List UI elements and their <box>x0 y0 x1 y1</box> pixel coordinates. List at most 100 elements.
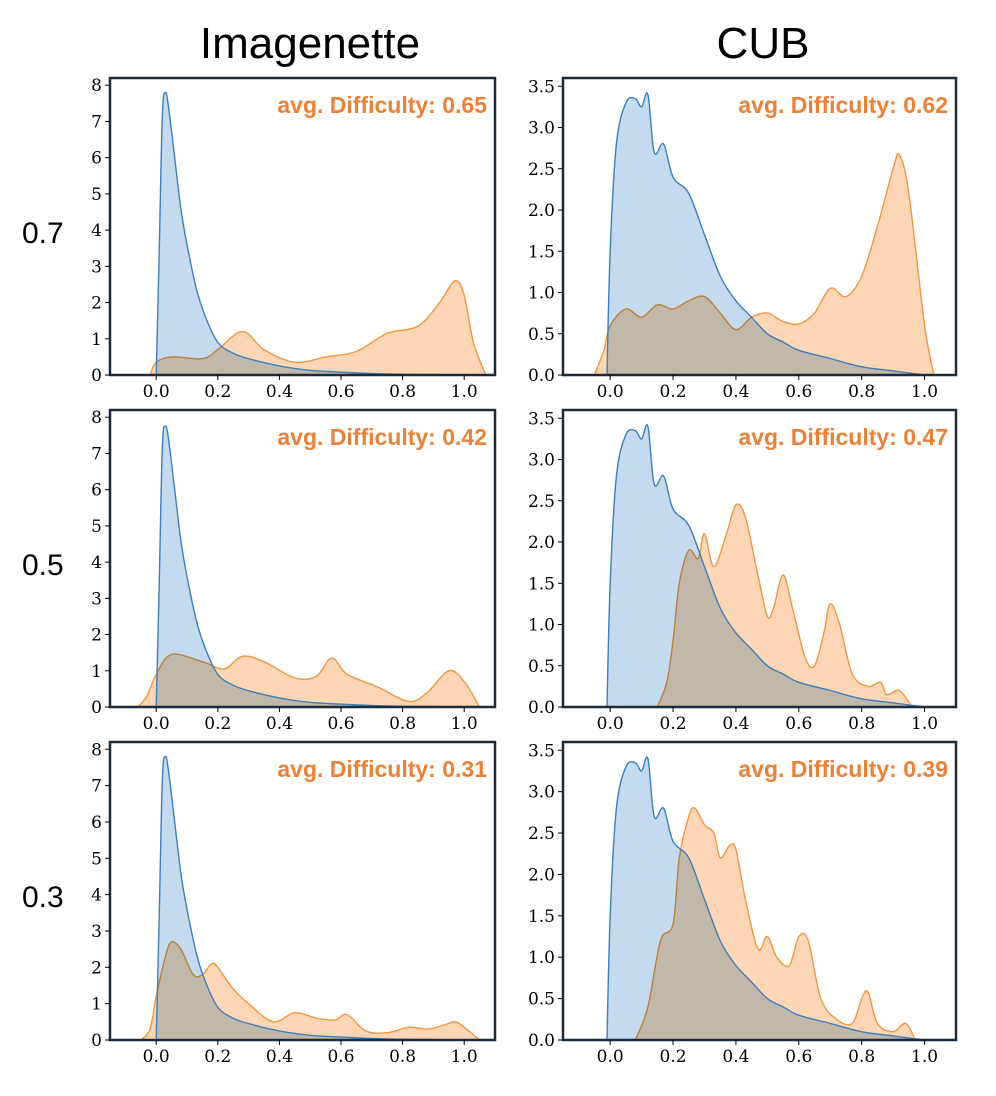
panel-imagenette-0.7: 0 1 2 3 4 5 6 7 8 0.0 0.2 0.4 0.6 0.8 1.0 avg. Difficul… <box>91 76 497 402</box>
y-tick-label: 2 <box>91 958 102 978</box>
x-tick-label: 0.6 <box>785 714 812 734</box>
x-tick-label: 0.2 <box>660 1047 687 1067</box>
panels-group: 0 1 2 3 4 5 6 7 8 0.0 0.2 0.4 0.6 0.8 1.0 avg. Difficul… <box>91 76 958 1067</box>
y-tick-label: 2.5 <box>528 160 555 180</box>
x-tick-label: 0.0 <box>597 1047 624 1067</box>
y-tick-label: 3 <box>91 922 102 942</box>
avg-difficulty-label: avg. Difficulty: 0.42 <box>277 424 487 450</box>
blue-density-area <box>607 756 925 1040</box>
y-tick-label: 1.0 <box>528 616 555 636</box>
y-tick-label: 3 <box>91 257 102 277</box>
avg-difficulty-label: avg. Difficulty: 0.65 <box>277 92 487 118</box>
x-tick-label: 1.0 <box>911 1047 938 1067</box>
col-title-cub: CUB <box>717 19 810 68</box>
plot-area <box>606 756 925 1040</box>
x-tick-label: 0.8 <box>848 714 875 734</box>
avg-difficulty-label: avg. Difficulty: 0.47 <box>738 424 948 450</box>
y-tick-label: 6 <box>91 149 102 169</box>
plot-frame <box>561 76 958 377</box>
x-tick-label: 0.4 <box>266 382 293 402</box>
x-tick-label: 0.0 <box>597 382 624 402</box>
plot-frame <box>108 76 497 377</box>
plot-frame <box>561 740 958 1042</box>
y-tick-label: 2 <box>91 626 102 646</box>
x-tick-label: 0.2 <box>660 714 687 734</box>
y-tick-label: 5 <box>91 185 102 205</box>
x-tick-label: 0.6 <box>785 382 812 402</box>
x-tick-label: 1.0 <box>451 714 478 734</box>
y-tick-label: 2.5 <box>528 824 555 844</box>
y-tick-label: 0 <box>91 1031 102 1051</box>
plot-frame <box>108 408 497 709</box>
avg-difficulty-label: avg. Difficulty: 0.31 <box>277 756 487 782</box>
y-tick-label: 1 <box>91 995 102 1015</box>
y-tick-label: 6 <box>91 481 102 501</box>
y-tick-label: 0.5 <box>528 990 555 1010</box>
x-tick-label: 0.0 <box>143 1047 170 1067</box>
panel-imagenette-0.3: 0 1 2 3 4 5 6 7 8 0.0 0.2 0.4 0.6 0.8 1.0 avg. Difficul… <box>91 740 497 1067</box>
avg-difficulty-label: avg. Difficulty: 0.62 <box>738 92 948 118</box>
row-label-2: 0.3 <box>22 881 64 914</box>
y-tick-label: 2.0 <box>528 533 555 553</box>
y-tick-label: 5 <box>91 849 102 869</box>
y-tick-label: 1.5 <box>528 242 555 262</box>
x-tick-label: 0.2 <box>204 1047 231 1067</box>
y-tick-label: 1.5 <box>528 574 555 594</box>
y-tick-label: 2 <box>91 294 102 314</box>
x-tick-label: 0.8 <box>389 714 416 734</box>
y-tick-label: 0 <box>91 698 102 718</box>
y-tick-label: 4 <box>91 553 102 573</box>
y-tick-label: 2.0 <box>528 201 555 221</box>
blue-density-line <box>155 91 465 375</box>
avg-difficulty-label: avg. Difficulty: 0.39 <box>738 756 948 782</box>
plot-frame <box>561 408 958 709</box>
x-tick-label: 0.8 <box>389 1047 416 1067</box>
x-tick-label: 0.4 <box>722 714 749 734</box>
blue-density-area <box>607 424 925 707</box>
plot-area <box>140 755 481 1040</box>
y-tick-label: 3 <box>91 589 102 609</box>
x-tick-label: 0.2 <box>204 382 231 402</box>
x-tick-label: 0.0 <box>143 714 170 734</box>
x-tick-label: 1.0 <box>451 1047 478 1067</box>
blue-density-line <box>155 755 465 1040</box>
x-tick-label: 0.0 <box>143 382 170 402</box>
blue-density-area <box>607 92 925 375</box>
y-tick-label: 1.5 <box>528 907 555 927</box>
y-tick-label: 8 <box>91 740 102 760</box>
y-tick-label: 0.0 <box>528 1031 555 1051</box>
y-tick-label: 1 <box>91 662 102 682</box>
plot-area <box>593 92 935 375</box>
x-tick-label: 0.4 <box>722 382 749 402</box>
panel-cub-0.7: 0.0 0.5 1.0 1.5 2.0 2.5 3.0 3.5 0.0 0.2 0.4 0.6 0.8 1… <box>528 76 958 402</box>
panel-imagenette-0.5: 0 1 2 3 4 5 6 7 8 0.0 0.2 0.4 0.6 0.8 1.0 avg. Difficul… <box>91 408 497 734</box>
y-tick-label: 5 <box>91 517 102 537</box>
blue-density-area <box>156 756 465 1040</box>
y-tick-label: 3.0 <box>528 119 555 139</box>
y-tick-label: 3.5 <box>528 741 555 761</box>
y-tick-label: 0.5 <box>528 657 555 677</box>
x-tick-label: 0.2 <box>660 382 687 402</box>
y-tick-label: 7 <box>91 444 102 464</box>
plot-area <box>149 91 487 375</box>
blue-density-line <box>606 92 925 375</box>
y-tick-label: 2.5 <box>528 492 555 512</box>
y-tick-label: 6 <box>91 813 102 833</box>
x-tick-label: 0.8 <box>848 382 875 402</box>
y-tick-label: 4 <box>91 886 102 906</box>
y-tick-label: 7 <box>91 777 102 797</box>
blue-density-line <box>606 756 925 1040</box>
x-tick-label: 0.6 <box>327 1047 354 1067</box>
y-tick-label: 8 <box>91 76 102 96</box>
y-tick-label: 0.0 <box>528 698 555 718</box>
y-tick-label: 1 <box>91 330 102 350</box>
y-tick-label: 0.5 <box>528 325 555 345</box>
orange-density-line <box>634 807 916 1040</box>
y-tick-label: 0 <box>91 366 102 386</box>
x-tick-label: 1.0 <box>451 382 478 402</box>
x-tick-label: 0.4 <box>266 714 293 734</box>
blue-density-area <box>156 92 465 375</box>
y-tick-label: 8 <box>91 408 102 428</box>
plot-area <box>137 425 481 707</box>
